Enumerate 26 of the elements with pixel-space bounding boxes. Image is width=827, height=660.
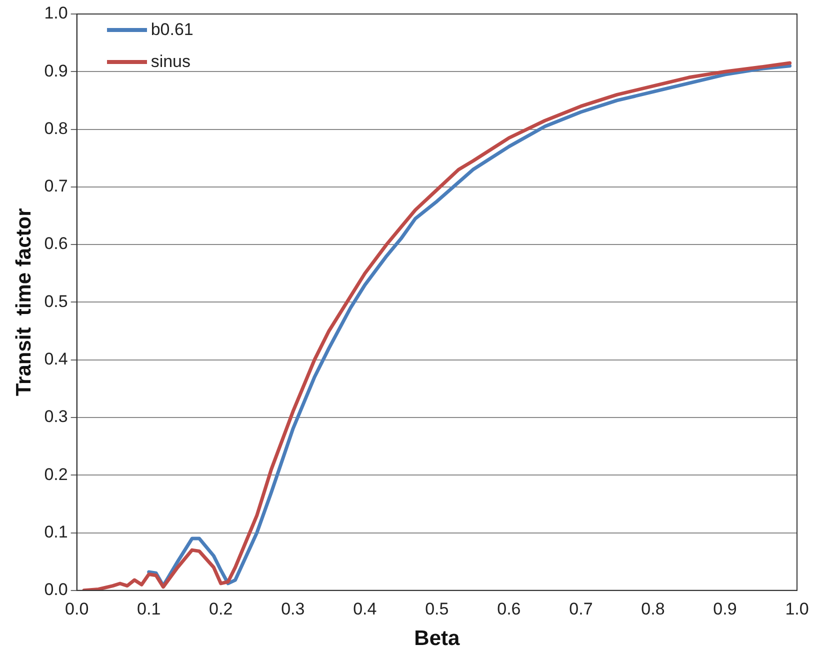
y-tick-label: 0.1 bbox=[44, 522, 68, 542]
y-axis-title: Transit time factor bbox=[12, 208, 36, 396]
x-tick-label: 0.7 bbox=[569, 599, 593, 618]
x-tick-label: 0.2 bbox=[209, 599, 233, 618]
y-tick-label: 0.7 bbox=[44, 176, 68, 196]
y-tick-label: 0.3 bbox=[44, 407, 68, 426]
x-tick-label: 0.5 bbox=[425, 599, 449, 618]
y-tick-label: 0.0 bbox=[44, 580, 68, 600]
x-tick-label: 0.4 bbox=[353, 599, 377, 618]
x-tick-label: 1.0 bbox=[785, 599, 809, 618]
y-tick-label: 0.4 bbox=[44, 350, 68, 369]
y-tick-label: 1.0 bbox=[44, 4, 68, 23]
y-tick-label: 0.9 bbox=[44, 61, 68, 80]
x-tick-label: 0.1 bbox=[137, 599, 161, 618]
x-tick-label: 0.0 bbox=[65, 599, 89, 618]
legend-label: sinus bbox=[150, 52, 191, 72]
y-tick-label: 0.6 bbox=[44, 234, 68, 254]
legend-label: b0.61 bbox=[150, 20, 194, 40]
y-tick-label: 0.5 bbox=[44, 292, 68, 311]
x-tick-label: 0.9 bbox=[713, 599, 737, 618]
x-tick-label: 0.6 bbox=[497, 599, 521, 618]
x-tick-label: 0.3 bbox=[281, 599, 305, 618]
x-tick-label: 0.8 bbox=[641, 599, 665, 618]
y-tick-label: 0.2 bbox=[44, 464, 68, 484]
x-axis-title: Beta bbox=[414, 627, 460, 650]
y-tick-label: 0.8 bbox=[44, 118, 68, 138]
